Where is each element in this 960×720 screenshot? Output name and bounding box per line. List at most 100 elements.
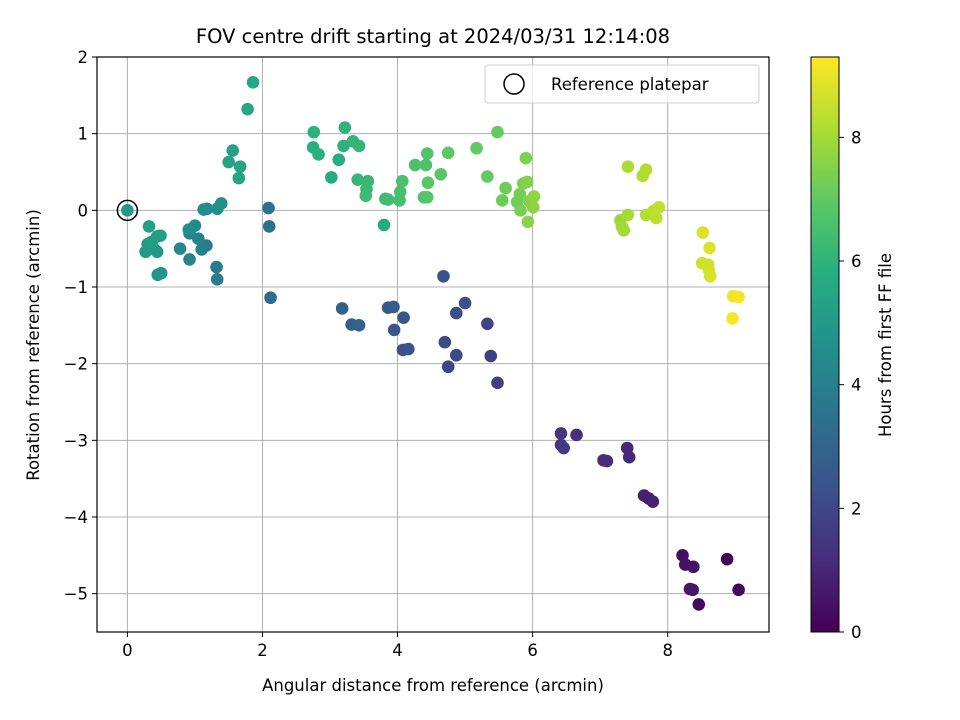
colorbar-ticks: 0 2 4 6 8 (839, 128, 862, 642)
data-point (621, 160, 635, 173)
data-point (450, 306, 463, 320)
data-point (233, 160, 247, 173)
y-tick-label: −2 (64, 355, 88, 374)
data-point (332, 153, 346, 167)
data-point (437, 269, 450, 283)
data-point (421, 176, 435, 190)
data-point (557, 441, 570, 455)
data-point (395, 174, 409, 188)
data-point (687, 560, 700, 574)
data-point (652, 200, 666, 214)
data-point (232, 171, 246, 185)
data-point (481, 170, 494, 183)
data-point (420, 191, 434, 204)
data-point (312, 148, 325, 161)
data-point (154, 229, 167, 242)
data-point (264, 291, 277, 305)
data-point (335, 302, 349, 315)
data-point (622, 450, 636, 464)
data-point (621, 208, 635, 222)
x-axis-label: Angular distance from reference (arcmin) (262, 676, 604, 695)
data-point (210, 260, 223, 274)
data-point (720, 552, 734, 566)
data-point (617, 223, 631, 237)
data-point (514, 204, 527, 217)
y-tick-label: 1 (78, 125, 89, 144)
data-point (554, 427, 568, 440)
data-point (337, 139, 350, 153)
x-axis-ticks: 0 2 4 6 8 (122, 632, 673, 660)
data-point (182, 223, 196, 236)
data-points (121, 76, 745, 611)
data-point (359, 189, 373, 203)
colorbar-gradient (810, 56, 840, 633)
y-tick-label: −1 (64, 278, 88, 297)
data-point (499, 181, 512, 195)
data-point (226, 144, 240, 157)
data-point (387, 323, 401, 337)
data-point (527, 190, 541, 203)
data-point (491, 376, 504, 390)
data-point (458, 296, 472, 310)
data-point (262, 220, 276, 233)
colorbar-label: Hours from first FF file (876, 253, 895, 437)
data-point (408, 158, 422, 172)
data-point (519, 151, 533, 165)
data-point (520, 175, 534, 189)
data-point (521, 215, 535, 229)
legend: Reference platepar (484, 64, 760, 104)
data-point (732, 583, 745, 597)
colorbar-tick-label: 2 (851, 499, 862, 518)
y-tick-label: 2 (78, 48, 89, 67)
y-tick-label: −3 (64, 431, 88, 450)
data-point (526, 200, 540, 214)
data-point (183, 253, 196, 266)
data-point (450, 348, 463, 362)
data-point (438, 335, 452, 349)
legend-box (484, 64, 760, 104)
data-point (570, 428, 583, 442)
data-point (639, 163, 653, 176)
data-point (214, 197, 228, 210)
colorbar-tick-label: 6 (851, 252, 862, 271)
data-point (387, 300, 400, 314)
reference-marker-layer (116, 199, 139, 222)
colorbar-tick-label: 4 (851, 376, 862, 395)
data-point (703, 269, 717, 283)
y-axis-ticks: −5 −4 −3 −2 −1 0 1 2 (64, 48, 97, 604)
data-point (307, 125, 321, 139)
data-point (222, 155, 235, 169)
data-point (419, 158, 433, 172)
data-point (600, 454, 614, 468)
reference-platepar-marker (116, 199, 139, 222)
data-point (210, 273, 224, 286)
x-tick-label: 4 (392, 641, 403, 660)
data-point (381, 193, 395, 206)
data-point (495, 194, 509, 207)
y-axis-label: Rotation from reference (arcmin) (24, 209, 43, 481)
data-point (377, 218, 391, 232)
x-tick-label: 0 (122, 641, 133, 660)
data-point (151, 268, 165, 282)
grid-lines (97, 56, 769, 632)
data-point (241, 102, 254, 116)
y-tick-label: −5 (64, 585, 88, 604)
data-point (732, 290, 745, 304)
plot-frame (96, 56, 770, 633)
x-tick-label: 6 (527, 641, 538, 660)
data-point (470, 141, 483, 155)
data-point (402, 342, 415, 356)
colorbar-tick-label: 8 (851, 128, 862, 147)
data-point (393, 185, 407, 199)
legend-entry-reference: Reference platepar (551, 75, 709, 94)
colorbar: 0 2 4 6 8 Hours from first FF file (810, 56, 895, 642)
data-point (686, 583, 699, 597)
data-point (484, 349, 498, 363)
data-point (246, 76, 260, 89)
data-point (481, 317, 494, 331)
data-point (513, 187, 527, 201)
data-point (352, 139, 366, 153)
data-point (726, 312, 739, 325)
data-point (262, 201, 275, 215)
data-point (703, 241, 716, 255)
